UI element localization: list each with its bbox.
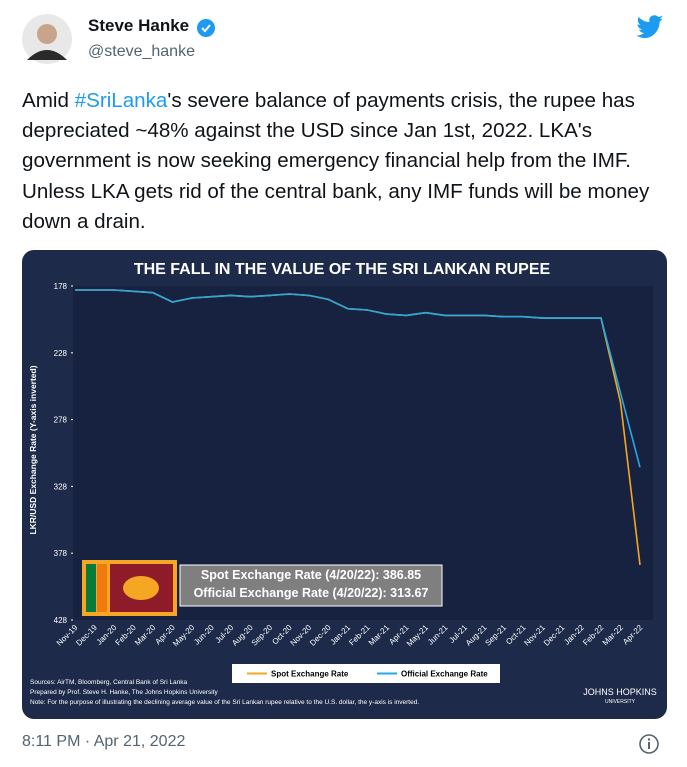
annotation: Official Exchange Rate (4/20/22): 313.67	[194, 586, 429, 600]
hashtag[interactable]: #SriLanka	[74, 89, 168, 112]
y-tick-label: 178	[54, 282, 68, 291]
user-name[interactable]: Steve Hanke	[88, 16, 190, 35]
twitter-logo[interactable]	[636, 14, 666, 40]
source-note: Prepared by Prof. Steve H. Hanke, The Jo…	[30, 689, 218, 696]
info-icon[interactable]	[638, 733, 660, 755]
y-tick-label: 278	[54, 416, 68, 425]
y-tick-label: 378	[54, 549, 68, 558]
chart-title: THE FALL IN THE VALUE OF THE SRI LANKAN …	[134, 261, 551, 278]
timestamp[interactable]: 8:11 PM · Apr 21, 2022	[22, 733, 186, 750]
tweet-text: Amid #SriLanka's severe balance of payme…	[22, 86, 672, 237]
y-tick-label: 228	[54, 349, 68, 358]
legend-label: Official Exchange Rate	[401, 670, 488, 679]
annotation: Spot Exchange Rate (4/20/22): 386.85	[201, 568, 421, 582]
text: 's severe balance of payments crisis, th…	[22, 89, 650, 233]
legend	[232, 664, 500, 683]
verified-badge	[197, 19, 215, 37]
y-tick-label: 428	[54, 616, 68, 625]
series-line	[75, 289, 641, 468]
source-note: Note: For the purpose of illustrating th…	[30, 699, 419, 706]
legend-label: Spot Exchange Rate	[271, 670, 349, 679]
flag	[82, 560, 177, 616]
logo: JOHNS HOPKINS	[583, 687, 657, 697]
annotation-box	[179, 564, 443, 607]
logo: UNIVERSITY	[605, 699, 636, 705]
source-note: Sources: AirTM, Bloomberg, Central Bank …	[30, 679, 188, 686]
y-axis-label: LKR/USD Exchange Rate (Y-axis inverted)	[28, 365, 38, 534]
chart-image[interactable]: THE FALL IN THE VALUE OF THE SRI LANKAN …	[22, 250, 667, 719]
user-handle[interactable]: @steve_hanke	[88, 43, 195, 60]
avatar[interactable]	[22, 12, 72, 68]
text: Amid	[22, 89, 75, 112]
y-tick-label: 328	[54, 482, 68, 491]
